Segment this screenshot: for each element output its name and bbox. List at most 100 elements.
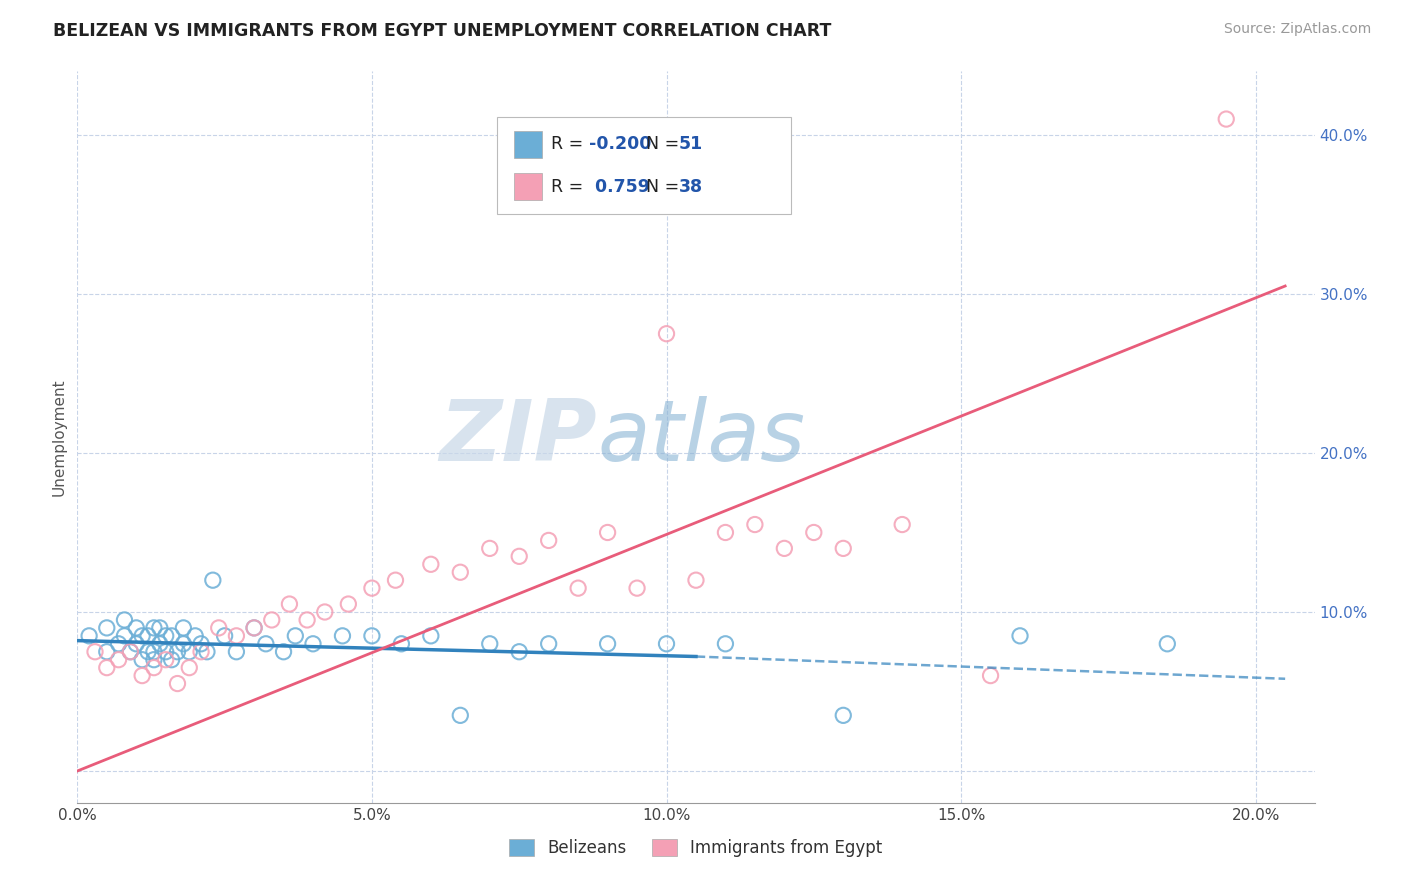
Text: 51: 51: [679, 136, 703, 153]
Point: [596, 637, 619, 651]
Point: [744, 517, 766, 532]
Point: [537, 533, 560, 548]
Point: [184, 629, 207, 643]
Point: [125, 637, 148, 651]
Point: [284, 629, 307, 643]
Point: [567, 581, 589, 595]
Point: [273, 645, 295, 659]
Point: [714, 637, 737, 651]
Point: [361, 581, 384, 595]
Point: [142, 653, 165, 667]
Text: Source: ZipAtlas.com: Source: ZipAtlas.com: [1223, 22, 1371, 37]
Point: [314, 605, 336, 619]
Point: [243, 621, 266, 635]
Point: [1156, 637, 1178, 651]
Point: [389, 637, 412, 651]
Point: [136, 629, 159, 643]
Point: [1215, 112, 1237, 126]
Text: atlas: atlas: [598, 395, 806, 479]
Point: [155, 653, 177, 667]
Legend: Belizeans, Immigrants from Egypt: Belizeans, Immigrants from Egypt: [503, 832, 889, 864]
Text: N =: N =: [647, 178, 685, 195]
Point: [149, 621, 172, 635]
Point: [155, 645, 177, 659]
Text: R =: R =: [551, 178, 588, 195]
Text: BELIZEAN VS IMMIGRANTS FROM EGYPT UNEMPLOYMENT CORRELATION CHART: BELIZEAN VS IMMIGRANTS FROM EGYPT UNEMPL…: [53, 22, 832, 40]
Point: [832, 708, 855, 723]
Text: ZIP: ZIP: [439, 395, 598, 479]
Point: [626, 581, 648, 595]
Point: [478, 541, 501, 556]
Point: [419, 558, 441, 572]
Point: [166, 676, 188, 690]
Point: [332, 629, 354, 643]
Point: [449, 566, 471, 580]
Point: [384, 573, 406, 587]
Point: [1008, 629, 1031, 643]
Point: [125, 621, 148, 635]
Point: [114, 629, 136, 643]
Point: [508, 645, 530, 659]
Point: [172, 621, 194, 635]
Point: [225, 645, 247, 659]
Point: [96, 660, 118, 674]
Point: [201, 573, 224, 587]
Point: [295, 613, 318, 627]
Point: [891, 517, 914, 532]
Point: [120, 645, 142, 659]
Point: [142, 645, 165, 659]
Point: [160, 629, 183, 643]
Point: [508, 549, 530, 564]
Point: [773, 541, 796, 556]
Point: [142, 660, 165, 674]
Point: [832, 541, 855, 556]
Point: [77, 629, 100, 643]
Text: 38: 38: [679, 178, 703, 195]
Point: [160, 653, 183, 667]
Point: [714, 525, 737, 540]
Text: N =: N =: [647, 136, 685, 153]
Point: [142, 621, 165, 635]
Point: [254, 637, 277, 651]
Point: [655, 326, 678, 341]
Point: [419, 629, 441, 643]
Point: [179, 660, 201, 674]
Point: [278, 597, 301, 611]
Point: [107, 653, 129, 667]
Point: [172, 637, 194, 651]
Point: [302, 637, 325, 651]
Point: [96, 645, 118, 659]
Point: [449, 708, 471, 723]
Point: [190, 637, 212, 651]
Point: [166, 645, 188, 659]
Point: [596, 525, 619, 540]
Point: [655, 637, 678, 651]
Y-axis label: Unemployment: Unemployment: [51, 378, 66, 496]
Point: [195, 645, 218, 659]
Point: [337, 597, 360, 611]
Point: [361, 629, 384, 643]
Point: [114, 613, 136, 627]
Point: [260, 613, 283, 627]
Point: [980, 668, 1002, 682]
Point: [190, 645, 212, 659]
Point: [478, 637, 501, 651]
Point: [179, 645, 201, 659]
Point: [155, 629, 177, 643]
Text: R =: R =: [551, 136, 588, 153]
Point: [107, 637, 129, 651]
Point: [208, 621, 231, 635]
Point: [214, 629, 236, 643]
Point: [131, 668, 153, 682]
Point: [131, 629, 153, 643]
Point: [120, 645, 142, 659]
Text: 0.759: 0.759: [589, 178, 650, 195]
Point: [803, 525, 825, 540]
Point: [136, 645, 159, 659]
Point: [84, 645, 107, 659]
Point: [96, 621, 118, 635]
Point: [131, 653, 153, 667]
Point: [685, 573, 707, 587]
Point: [225, 629, 247, 643]
Text: -0.200: -0.200: [589, 136, 651, 153]
